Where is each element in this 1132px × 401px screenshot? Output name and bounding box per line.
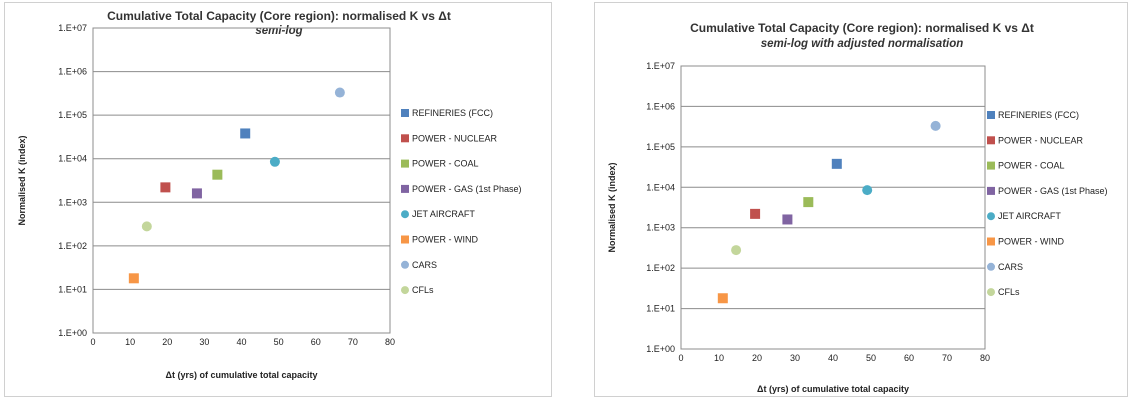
legend-label: REFINERIES (FCC)	[998, 110, 1079, 120]
legend-marker	[401, 134, 409, 143]
data-point	[212, 169, 223, 180]
y-axis-label: Normalised K (index)	[17, 135, 27, 225]
data-point	[930, 120, 941, 131]
plot-area	[92, 27, 391, 334]
x-tick-label: 40	[236, 337, 246, 347]
x-tick-label: 20	[162, 337, 172, 347]
y-tick-label: 1.E+07	[58, 23, 87, 33]
legend-label: POWER - GAS (1st Phase)	[998, 186, 1108, 196]
x-tick-label: 20	[752, 353, 762, 363]
y-axis-label: Normalised K (index)	[607, 162, 617, 252]
x-tick-label: 0	[678, 353, 683, 363]
y-tick-label: 1.E+00	[646, 344, 675, 354]
legend-label: CARS	[998, 262, 1023, 272]
y-tick-label: 1.E+05	[58, 110, 87, 120]
x-tick-label: 50	[866, 353, 876, 363]
legend-marker	[987, 161, 995, 170]
legend-marker	[987, 186, 995, 195]
x-tick-label: 70	[942, 353, 952, 363]
legend-label: REFINERIES (FCC)	[412, 108, 493, 118]
data-point	[334, 87, 345, 98]
y-tick-label: 1.E+03	[646, 223, 675, 233]
chart-subtitle: semi-log	[255, 25, 302, 37]
legend-label: POWER - NUCLEAR	[998, 135, 1084, 145]
legend-label: POWER - NUCLEAR	[412, 133, 498, 143]
data-point	[128, 273, 139, 284]
x-axis-label: Δt (yrs) of cumulative total capacity	[757, 384, 909, 394]
y-tick-label: 1.E+02	[58, 241, 87, 251]
data-point	[831, 158, 842, 169]
x-tick-label: 80	[385, 337, 395, 347]
chart-title: Cumulative Total Capacity (Core region):…	[690, 21, 1034, 35]
x-tick-label: 60	[904, 353, 914, 363]
data-point	[750, 208, 761, 219]
x-tick-label: 30	[790, 353, 800, 363]
data-point	[782, 214, 793, 225]
legend-marker	[987, 237, 995, 246]
legend-marker	[987, 288, 995, 297]
legend-marker	[401, 260, 409, 269]
y-tick-label: 1.E+07	[646, 61, 675, 71]
legend-label: CFLs	[998, 287, 1020, 297]
data-point	[862, 185, 873, 196]
x-tick-label: 40	[828, 353, 838, 363]
chart-panel-left: Cumulative Total Capacity (Core region):…	[4, 2, 552, 397]
data-point	[803, 197, 814, 208]
data-point	[717, 293, 728, 304]
plot-area	[680, 65, 986, 350]
y-tick-label: 1.E+01	[58, 284, 87, 294]
x-axis-label: Δt (yrs) of cumulative total capacity	[165, 370, 317, 380]
legend-marker	[987, 136, 995, 145]
y-tick-label: 1.E+01	[646, 304, 675, 314]
data-point	[240, 128, 251, 139]
legend-marker	[401, 286, 409, 295]
y-tick-label: 1.E+04	[58, 154, 87, 164]
legend-label: POWER - GAS (1st Phase)	[412, 184, 522, 194]
x-tick-label: 10	[714, 353, 724, 363]
data-point	[141, 221, 152, 232]
x-tick-label: 60	[311, 337, 321, 347]
legend-label: POWER - WIND	[998, 237, 1064, 247]
x-tick-label: 70	[348, 337, 358, 347]
x-tick-label: 10	[125, 337, 135, 347]
legend-label: POWER - COAL	[998, 161, 1065, 171]
legend-label: POWER - WIND	[412, 235, 478, 245]
data-point	[731, 245, 742, 256]
legend-marker	[401, 109, 409, 117]
legend-marker	[401, 235, 409, 244]
legend-label: JET AIRCRAFT	[998, 211, 1061, 221]
y-tick-label: 1.E+05	[646, 142, 675, 152]
data-point	[269, 156, 280, 167]
data-point	[191, 188, 202, 199]
legend-marker	[987, 111, 995, 119]
legend-label: CARS	[412, 260, 437, 270]
y-tick-label: 1.E+03	[58, 197, 87, 207]
legend-marker	[987, 262, 995, 271]
legend-label: CFLs	[412, 285, 434, 295]
y-tick-label: 1.E+06	[646, 101, 675, 111]
legend-marker	[401, 159, 409, 168]
x-tick-label: 0	[90, 337, 95, 347]
x-tick-label: 80	[980, 353, 990, 363]
chart-left: Cumulative Total Capacity (Core region):…	[17, 9, 522, 380]
chart-right: Cumulative Total Capacity (Core region):…	[607, 21, 1108, 394]
y-tick-label: 1.E+04	[646, 182, 675, 192]
legend-marker	[987, 212, 995, 221]
chart-panel-right: Cumulative Total Capacity (Core region):…	[594, 2, 1128, 397]
y-tick-label: 1.E+06	[58, 67, 87, 77]
legend-label: JET AIRCRAFT	[412, 209, 475, 219]
legend-marker	[401, 210, 409, 219]
x-tick-label: 30	[199, 337, 209, 347]
chart-subtitle: semi-log with adjusted normalisation	[761, 38, 964, 50]
data-point	[160, 182, 171, 193]
legend-marker	[401, 184, 409, 193]
y-tick-label: 1.E+02	[646, 263, 675, 273]
legend-label: POWER - COAL	[412, 159, 479, 169]
y-tick-label: 1.E+00	[58, 328, 87, 338]
chart-title: Cumulative Total Capacity (Core region):…	[107, 9, 451, 23]
x-tick-label: 50	[274, 337, 284, 347]
